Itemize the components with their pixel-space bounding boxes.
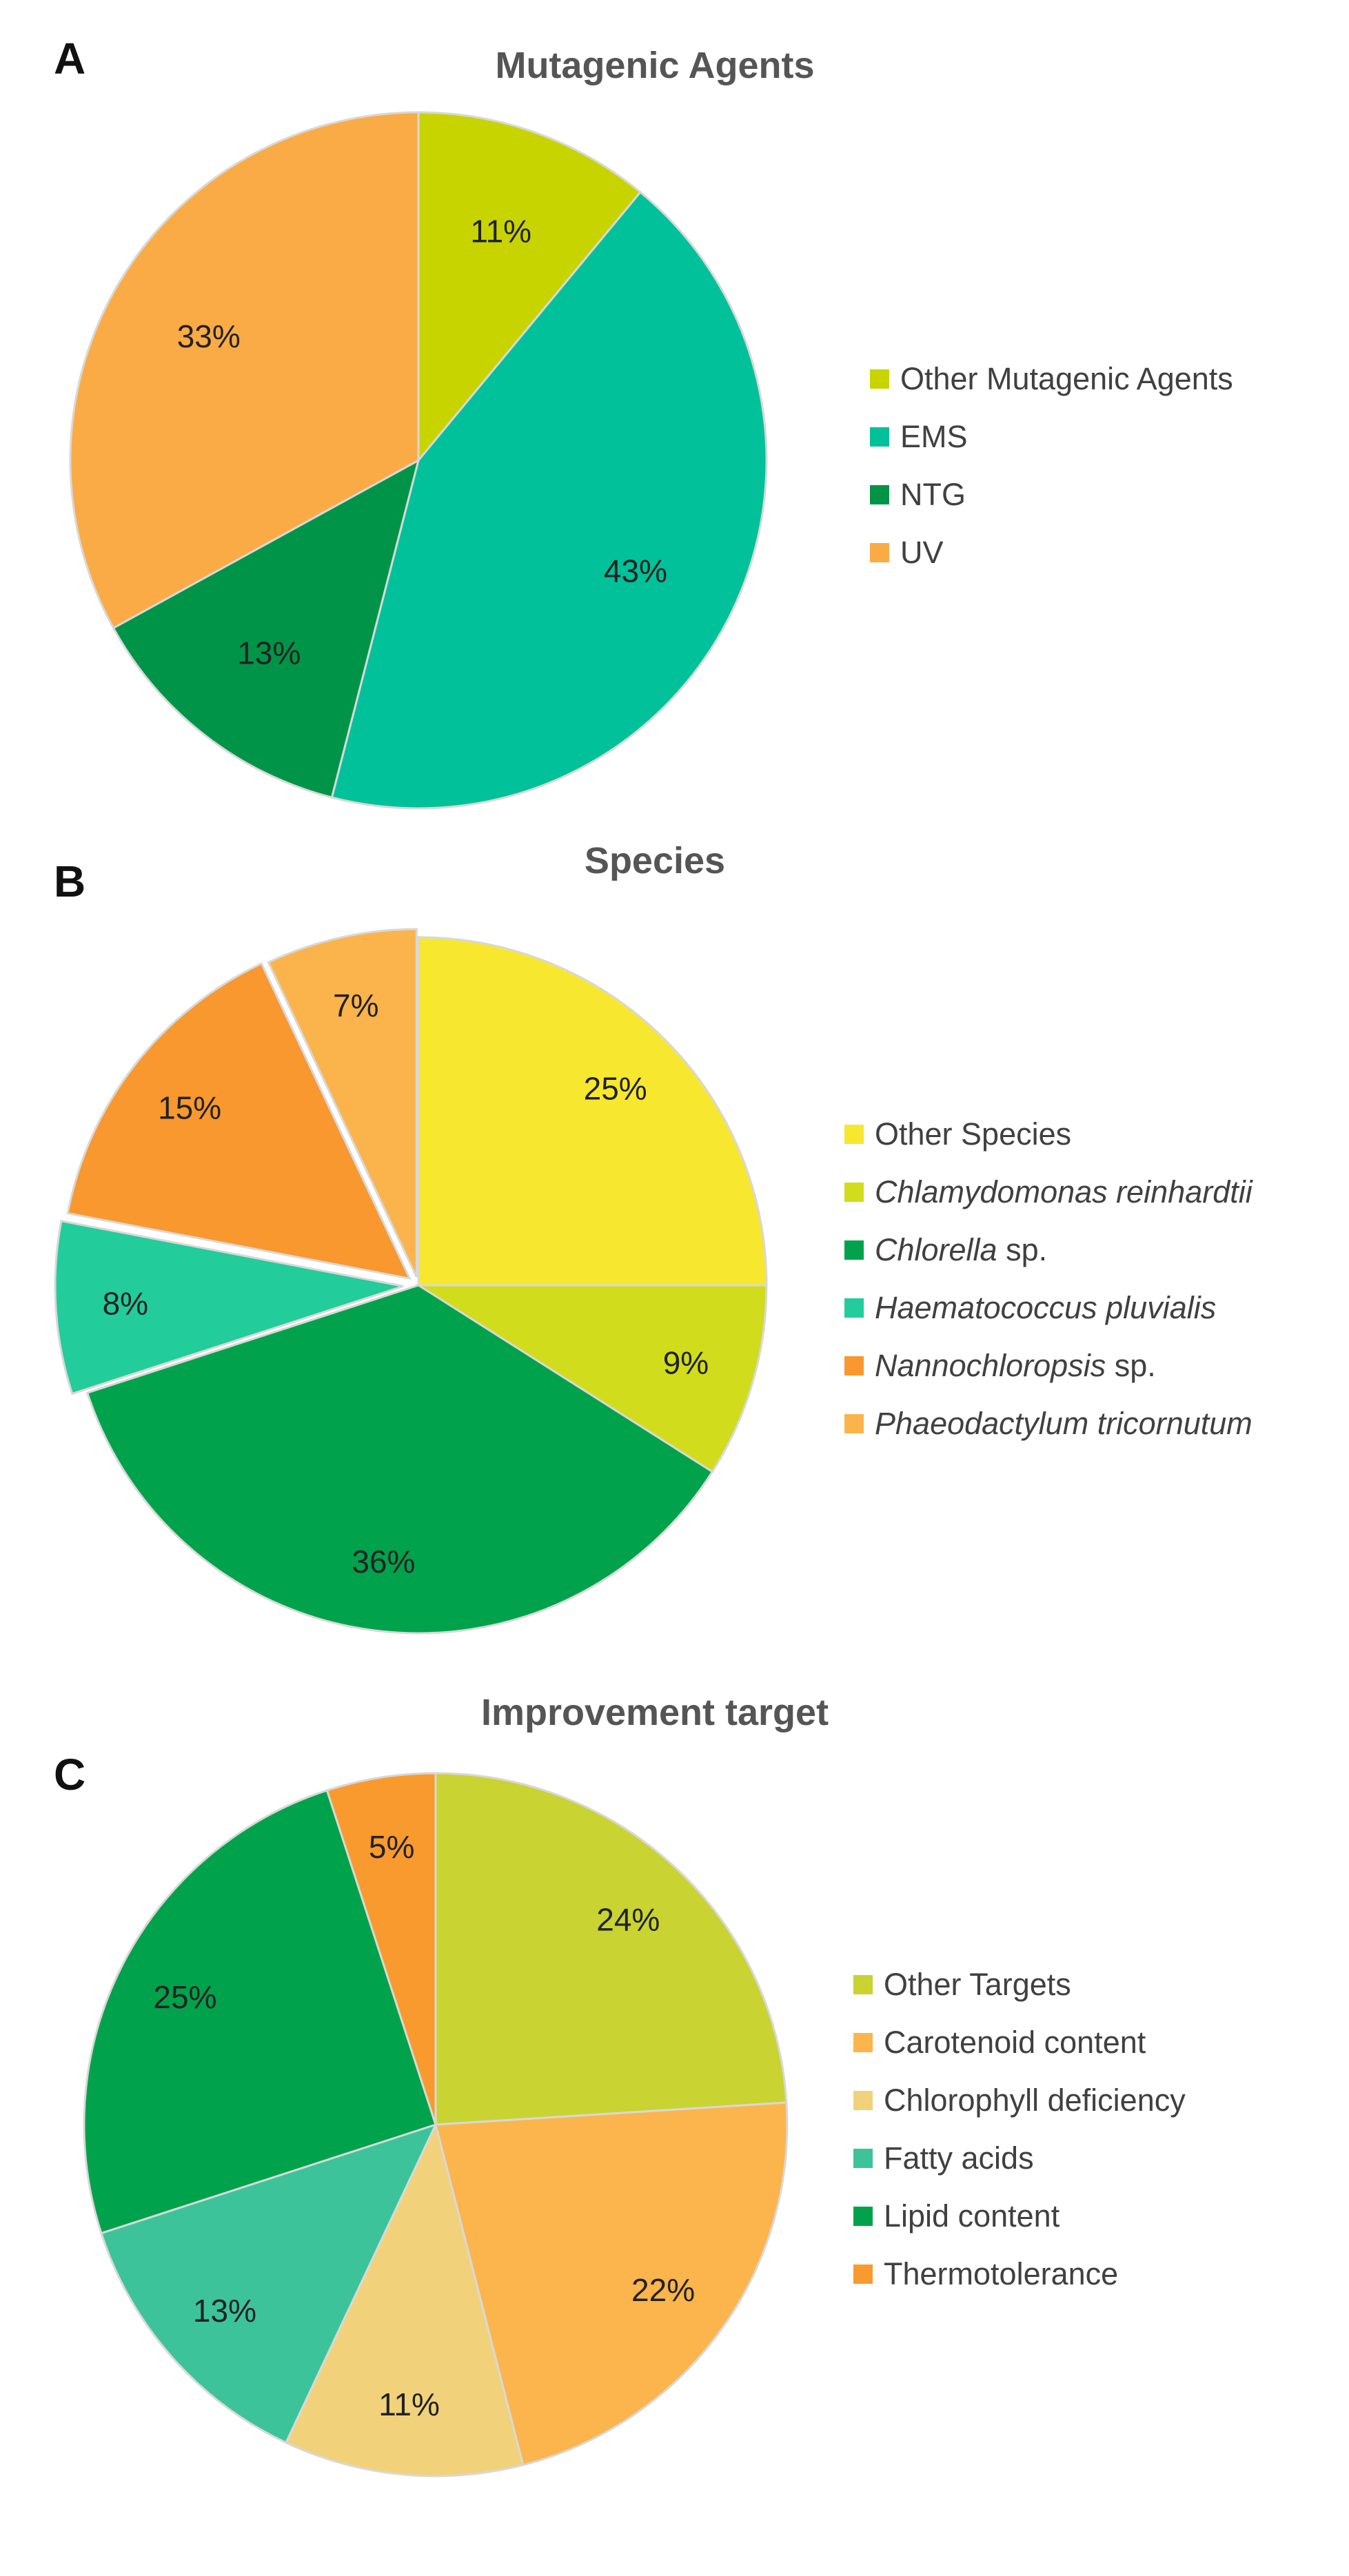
legend-swatch	[853, 2091, 873, 2110]
legend-label: Lipid content	[884, 2198, 1060, 2233]
legend-swatch	[844, 1183, 864, 1202]
pie-slice	[100, 2123, 438, 2444]
slice-data-label: 22%	[631, 2272, 695, 2308]
slice-data-label: 13%	[193, 2293, 256, 2329]
legend-item: Phaeodactylum tricornutum	[844, 1395, 1252, 1453]
slice-data-label: 11%	[470, 213, 531, 249]
legend-item: Other Targets	[853, 1956, 1186, 2014]
legend-label: Chlamydomonas reinhardtii	[875, 1174, 1252, 1209]
chart-title-c: Improvement target	[480, 1692, 829, 1733]
slice-data-label: 13%	[237, 635, 301, 671]
legend-item: Chlorophyll deficiency	[853, 2072, 1186, 2129]
pie-slice	[284, 2121, 525, 2477]
legend-swatch	[870, 543, 889, 562]
legend-label: Thermotolerance	[884, 2256, 1119, 2291]
legend-label: Chlorella	[875, 1232, 997, 1267]
pie-slice	[417, 936, 768, 1287]
legend-label: NTG	[900, 477, 966, 512]
legend-item: EMS	[870, 408, 1233, 466]
legend-item: Fatty acids	[853, 2129, 1186, 2187]
legend-label: Other Targets	[884, 1967, 1071, 2002]
legend-label: Other Mutagenic Agents	[900, 361, 1233, 396]
legend-item: UV	[870, 524, 1233, 582]
slice-data-label: 24%	[596, 1902, 660, 1938]
pie-slice	[434, 1772, 788, 2126]
legend-label: Carotenoid content	[884, 2025, 1146, 2060]
legend-item: Other Species	[844, 1105, 1252, 1163]
legend-c: Other Targets Carotenoid content Chlorop…	[853, 1956, 1186, 2303]
panel-a: 11% 43% 13% 33% A Mutagenic Agents Other Mu…	[0, 0, 1349, 827]
slice-data-label: 43%	[604, 553, 667, 589]
slice-data-label: 15%	[158, 1090, 221, 1126]
legend-swatch	[844, 1356, 864, 1376]
slice-data-label: 8%	[103, 1286, 148, 1322]
slice-data-label: 11%	[378, 2386, 440, 2422]
pie-slice	[267, 928, 418, 1278]
legend-swatch	[870, 427, 889, 447]
pie-chart-a: 11% 43% 13% 33%	[69, 111, 768, 810]
legend-item: Lipid content	[853, 2187, 1186, 2245]
panel-c: 24% 22% 11% 13% 25% 5% C Improvement target O…	[0, 1675, 1349, 2576]
chart-title-a: Mutagenic Agents	[495, 45, 815, 86]
legend-swatch	[844, 1240, 864, 1260]
legend-b: Other Species Chlamydomonas reinhardtii …	[844, 1105, 1252, 1453]
panel-letter-a: A	[54, 34, 86, 83]
legend-swatch	[853, 1975, 873, 1994]
legend-swatch	[844, 1414, 864, 1433]
legend-item: Chlamydomonas reinhardtii	[844, 1163, 1252, 1221]
pie-slice	[112, 458, 420, 799]
pie-slice	[54, 1219, 404, 1396]
legend-item: Chlorella sp.	[844, 1221, 1252, 1279]
pie-slice	[66, 962, 412, 1280]
slice-data-label: 7%	[333, 988, 378, 1023]
slice-data-label: 25%	[584, 1070, 647, 1106]
legend-label: Haematococcus pluvialis	[875, 1290, 1217, 1325]
legend-swatch	[844, 1298, 864, 1318]
legend-swatch	[870, 369, 889, 389]
legend-item: Nannochloropsis sp.	[844, 1337, 1252, 1395]
pie-slice	[325, 1772, 437, 2125]
legend-label: Fatty acids	[884, 2140, 1034, 2176]
slice-data-label: 36%	[352, 1544, 415, 1580]
legend-label: UV	[900, 535, 944, 570]
panel-b: 25% 9% 36% 8% 15% 7% B Species Other Species …	[0, 827, 1349, 1675]
pie-slice	[330, 190, 768, 810]
slice-data-label: 25%	[153, 1979, 216, 2015]
legend-swatch	[853, 2265, 873, 2284]
legend-label: Nannochloropsis	[875, 1348, 1106, 1383]
slice-data-label: 5%	[369, 1829, 414, 1865]
legend-label: Chlorophyll deficiency	[884, 2083, 1186, 2118]
pie-chart-b: 25% 9% 36% 8% 15% 7%	[54, 928, 768, 1635]
panel-letter-c: C	[54, 1750, 86, 1799]
legend-label-suffix: sp.	[1106, 1348, 1156, 1383]
slice-data-label: 9%	[663, 1345, 709, 1381]
legend-label: Phaeodactylum tricornutum	[875, 1406, 1252, 1441]
legend-label-suffix: sp.	[997, 1232, 1048, 1267]
slice-data-label: 33%	[177, 318, 241, 354]
legend-swatch	[870, 485, 889, 504]
legend-swatch	[844, 1125, 864, 1144]
legend-item: Other Mutagenic Agents	[870, 350, 1233, 408]
panel-letter-b: B	[54, 857, 86, 906]
pie-slice	[414, 1284, 768, 1473]
pie-slice	[434, 2101, 789, 2466]
legend-swatch	[853, 2207, 873, 2226]
legend-item: Thermotolerance	[853, 2245, 1186, 2303]
legend-label: Other Species	[875, 1116, 1072, 1152]
pie-slice	[69, 111, 420, 630]
legend-item: Haematococcus pluvialis	[844, 1279, 1252, 1337]
legend-item: NTG	[870, 466, 1233, 524]
pie-slice	[85, 1284, 714, 1635]
pie-slice	[417, 111, 642, 464]
pie-slice	[83, 1789, 437, 2235]
legend-swatch	[853, 2033, 873, 2052]
pie-chart-c: 24% 22% 11% 13% 25% 5%	[83, 1772, 789, 2477]
legend-swatch	[853, 2149, 873, 2168]
chart-title-b: Species	[584, 840, 726, 881]
legend-item: Carotenoid content	[853, 2014, 1186, 2072]
legend-a: Other Mutagenic Agents EMS NTG UV	[870, 350, 1233, 582]
legend-label: EMS	[900, 419, 968, 454]
